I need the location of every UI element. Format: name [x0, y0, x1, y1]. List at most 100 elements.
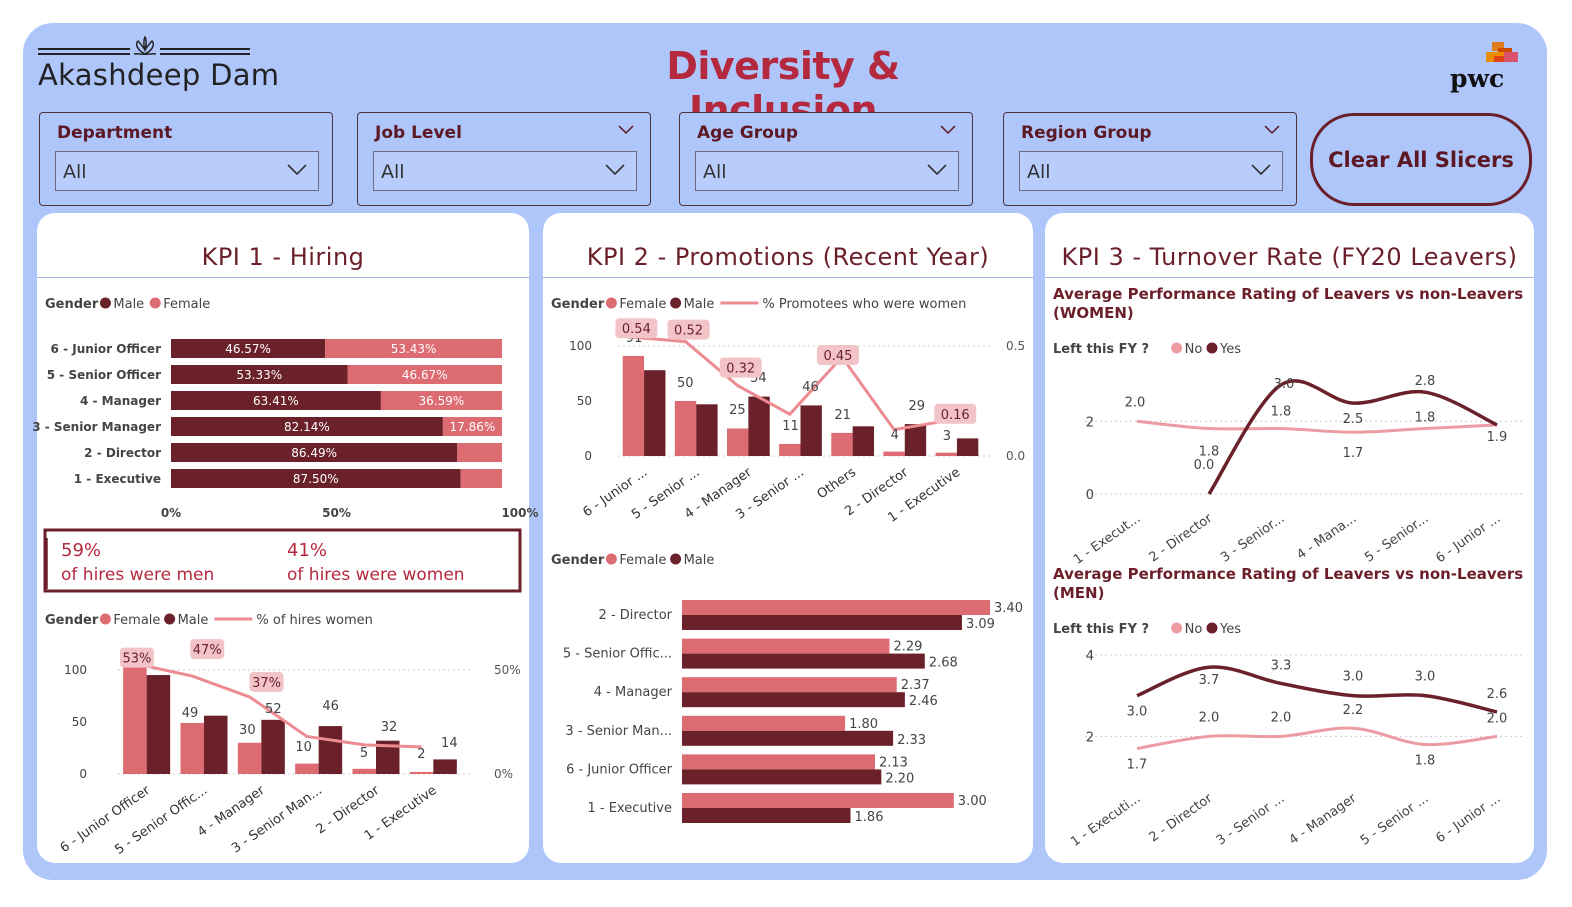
category-label: 4 - Manager — [1287, 791, 1360, 849]
slicer-dropdown[interactable]: All — [55, 151, 319, 191]
data-label: 63.41% — [253, 394, 299, 408]
slicer-value: All — [1027, 161, 1051, 183]
line-pct-women — [633, 335, 947, 432]
bar-male — [204, 715, 228, 774]
data-label: 17.86% — [450, 420, 496, 434]
slicer-age-group[interactable]: Age Group All — [679, 112, 973, 206]
legend-entry: Male — [113, 297, 144, 312]
legend-swatch — [99, 297, 111, 309]
data-label: 2.0 — [1271, 710, 1292, 725]
pct-label-bg — [816, 345, 859, 365]
pwc-logo-icon — [1486, 42, 1518, 62]
count-label: 21 — [834, 408, 851, 423]
y-tick: 0 — [584, 449, 592, 463]
legend-entry: No — [1185, 342, 1203, 357]
bar-male — [852, 426, 875, 456]
divider — [543, 277, 1033, 278]
slicer-dropdown[interactable]: All — [373, 151, 637, 191]
legend-entry: Yes — [1219, 342, 1241, 357]
line-yes — [1136, 665, 1498, 714]
line-pct-women — [134, 662, 422, 749]
chevron-down-icon — [927, 164, 947, 176]
slicer-dropdown[interactable]: All — [695, 151, 959, 191]
slicer-label: Region Group — [1021, 123, 1152, 143]
bar-male — [171, 469, 461, 488]
slicer-region-group[interactable]: Region Group All — [1003, 112, 1297, 206]
turnover-women-title-line2: (WOMEN) — [1053, 304, 1134, 322]
pct-label-bg — [249, 671, 284, 692]
category-label: 2 - Director — [599, 608, 673, 623]
bar-male — [682, 730, 894, 746]
data-label: 3.0 — [1127, 705, 1148, 720]
turnover-women-title-line1: Average Performance Rating of Leavers vs… — [1053, 285, 1523, 303]
category-label: 6 - Junior Officer — [566, 762, 673, 777]
category-label: 3 - Senior... — [1218, 511, 1287, 566]
chevron-down-icon[interactable] — [618, 125, 634, 135]
bar-male — [171, 417, 443, 436]
bar-male — [956, 438, 979, 456]
legend-swatch — [605, 297, 617, 309]
bar-male — [682, 769, 882, 785]
legend-swatch — [99, 613, 111, 625]
slicer-dropdown[interactable]: All — [1019, 151, 1283, 191]
count-label: 2 — [417, 747, 425, 762]
turnover-men-title-line2: (MEN) — [1053, 584, 1104, 602]
bar-female — [682, 754, 875, 770]
pct-label: 0.45 — [823, 349, 852, 364]
category-label: Others — [815, 465, 860, 502]
bar-female — [935, 452, 957, 456]
legend-swatch — [1206, 342, 1218, 354]
data-label: 2.0 — [1199, 710, 1220, 725]
y-tick: 0 — [1086, 488, 1094, 503]
bar-male — [748, 396, 770, 456]
chevron-down-icon — [605, 164, 625, 176]
legend-swatch — [670, 297, 682, 309]
bar-male — [261, 719, 285, 774]
bar-female — [831, 432, 853, 456]
category-label: 6 - Junior ... — [1433, 511, 1503, 566]
slicer-label: Age Group — [697, 123, 799, 143]
y2-tick: 0.0 — [1006, 449, 1025, 463]
pct-label-bg — [667, 319, 710, 340]
data-label: 2.13 — [879, 755, 908, 770]
bar-male — [800, 405, 822, 456]
slicer-department[interactable]: Department All — [39, 112, 333, 206]
legend-entry: Male — [178, 613, 209, 628]
bar-female — [682, 793, 954, 808]
legend-entry: Female — [619, 553, 666, 568]
chevron-down-icon[interactable] — [1264, 125, 1280, 135]
x-tick: 50% — [322, 506, 351, 520]
slicer-label: Department — [57, 123, 173, 143]
women-pct: 41% — [287, 540, 327, 561]
data-label: 1.7 — [1343, 446, 1364, 461]
y-tick: 100 — [569, 339, 592, 353]
bar-female — [682, 600, 991, 615]
bar-female — [442, 417, 502, 436]
bar-male — [433, 759, 457, 774]
women-label: of hires were women — [287, 565, 465, 585]
data-label: 3.0 — [1415, 670, 1436, 685]
bar-female — [457, 443, 502, 462]
category-label: 2 - Director — [1147, 511, 1216, 566]
count-label: 46 — [322, 699, 339, 714]
data-label: 3.7 — [1199, 673, 1220, 688]
count-label: 52 — [265, 702, 282, 717]
category-label: 4 - Mana... — [1294, 511, 1359, 563]
count-label: 14 — [441, 736, 458, 751]
chevron-down-icon[interactable] — [940, 125, 956, 135]
y-tick: 0 — [79, 767, 87, 781]
bar-male — [171, 391, 381, 410]
pct-label-bg — [719, 357, 762, 378]
count-label: 3 — [943, 429, 951, 444]
bar-male — [682, 653, 925, 669]
pct-label-bg — [934, 403, 977, 424]
legend-entry: % of hires women — [256, 613, 372, 628]
data-label: 46.67% — [402, 368, 448, 382]
slicer-job-level[interactable]: Job Level All — [357, 112, 651, 206]
bar-female — [123, 660, 147, 774]
data-label: 3.00 — [958, 794, 987, 809]
legend-swatch — [1171, 622, 1183, 634]
clear-all-slicers-button[interactable]: Clear All Slicers — [1310, 113, 1532, 206]
category-label: 3 - Senior Man... — [565, 724, 672, 739]
count-label: 32 — [381, 720, 398, 735]
